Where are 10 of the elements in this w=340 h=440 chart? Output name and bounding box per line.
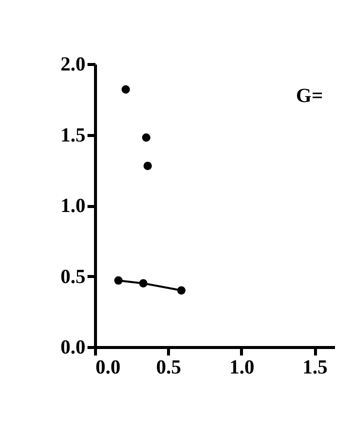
x-tick-label: 0.0	[96, 356, 120, 378]
x-tick-label: 1.0	[229, 356, 254, 378]
y-tick-label: 1.0	[60, 195, 86, 217]
x-tick-label: 1.5	[302, 356, 328, 378]
y-tick-label: 1.5	[60, 124, 86, 146]
y-tick-label: 0.5	[60, 266, 86, 288]
annotation: G=	[296, 85, 323, 107]
y-tick-label: 0.0	[60, 336, 86, 358]
x-tick-label: 0.5	[156, 356, 182, 378]
y-tick-label: 2.0	[60, 54, 86, 76]
